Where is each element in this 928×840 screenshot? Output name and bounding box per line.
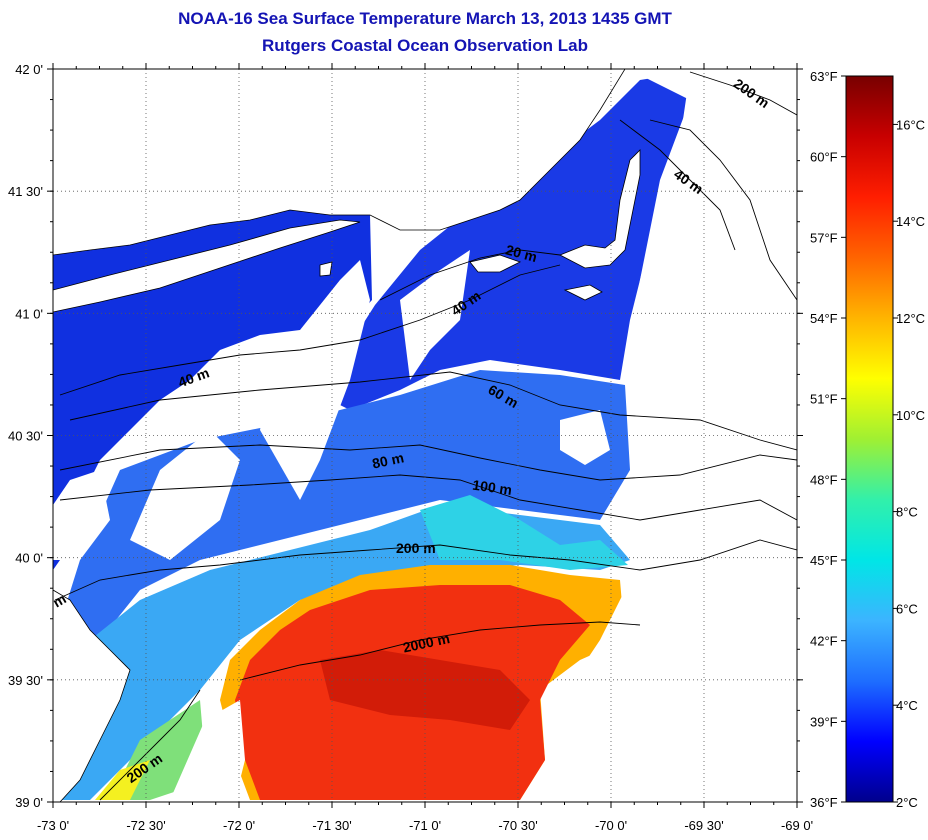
land-marthas-vineyard (469, 254, 522, 273)
contour-ne-shelf (649, 119, 797, 301)
latitude-axis: 42 0' 41 30' 41 0' 40 30' 40 0' 39 30' 39 0' (8, 62, 803, 810)
lon-tick-label: -72 30' (126, 818, 165, 833)
contour-200m-south (99, 689, 201, 801)
lon-tick-label: -70 30' (498, 818, 537, 833)
depth-label-20m: 20 m (504, 241, 539, 265)
lon-tick-label: -71 0' (409, 818, 441, 833)
contour-40m-east (619, 119, 736, 251)
fahrenheit-tick-label: 42°F (810, 634, 838, 649)
contour-40m-west (59, 264, 561, 396)
lon-tick-label: -70 0' (595, 818, 627, 833)
celsius-tick-label: 14°C (896, 214, 925, 229)
sst-cold-band-north (53, 210, 372, 570)
lat-tick-label: 41 30' (8, 184, 43, 199)
lat-tick-label: 42 0' (15, 62, 43, 77)
celsius-tick-label: 2°C (896, 795, 918, 810)
fahrenheit-tick-label: 63°F (810, 69, 838, 84)
land-cape-cod (559, 149, 641, 269)
contour-200m-ne (689, 71, 797, 116)
fahrenheit-tick-label: 36°F (810, 795, 838, 810)
contour-200m-shelf (54, 539, 797, 601)
lon-tick-label: -73 0' (37, 818, 69, 833)
fahrenheit-tick-label: 39°F (810, 714, 838, 729)
contour-20m (379, 249, 561, 301)
cloud-gap-1 (260, 260, 370, 500)
land-new-england (53, 69, 626, 256)
depth-label-100m: 100 m (471, 477, 513, 498)
sst-cyan (420, 495, 628, 570)
map-title: NOAA-16 Sea Surface Temperature March 13… (178, 9, 672, 28)
fahrenheit-tick-label: 57°F (810, 230, 838, 245)
fahrenheit-tick-label: 48°F (810, 472, 838, 487)
fahrenheit-tick-label: 45°F (810, 553, 838, 568)
lon-tick-label: -69 0' (781, 818, 813, 833)
land-nantucket (563, 284, 603, 301)
land-new-jersey (53, 589, 131, 802)
colorbar-fahrenheit-axis: 63°F 60°F 57°F 54°F 51°F 48°F 45°F 42°F 39°F 36°F (810, 69, 846, 810)
longitude-axis: -73 0' -72 30' -72 0' -71 30' -71 0' -70 30' -… (37, 63, 813, 833)
cloud-gap-5 (560, 410, 610, 465)
fahrenheit-tick-label: 60°F (810, 150, 838, 165)
sst-data-layer (53, 69, 797, 802)
contour-2000m (239, 621, 641, 681)
celsius-tick-label: 8°C (896, 505, 918, 520)
celsius-tick-label: 16°C (896, 117, 925, 132)
celsius-tick-label: 4°C (896, 698, 918, 713)
fahrenheit-tick-label: 51°F (810, 392, 838, 407)
cloud-gap-2 (130, 430, 240, 560)
lat-tick-label: 40 30' (8, 429, 43, 444)
fahrenheit-tick-label: 54°F (810, 311, 838, 326)
bathymetry-contours (54, 71, 797, 801)
celsius-tick-label: 12°C (896, 311, 925, 326)
contour-100m (59, 474, 797, 521)
lat-tick-label: 39 30' (8, 673, 43, 688)
cloud-gap-east (545, 70, 797, 802)
sst-light-blue (55, 505, 630, 800)
land-block-island (319, 261, 333, 277)
graticule (53, 69, 797, 802)
lat-tick-label: 40 0' (15, 551, 43, 566)
lat-tick-label: 39 0' (15, 795, 43, 810)
lon-tick-label: -71 30' (312, 818, 351, 833)
map-subtitle: Rutgers Coastal Ocean Observation Lab (262, 36, 588, 55)
depth-label-200m-shelf: 200 m (396, 540, 436, 556)
celsius-tick-label: 6°C (896, 601, 918, 616)
contour-60m (69, 371, 797, 451)
lon-tick-label: -72 0' (223, 818, 255, 833)
lon-tick-label: -69 30' (684, 818, 723, 833)
cloud-gap-6 (170, 700, 245, 800)
cloud-gap-3 (400, 250, 470, 380)
colorbar (845, 75, 894, 803)
cloud-gap-4 (53, 470, 110, 560)
celsius-tick-label: 10°C (896, 408, 925, 423)
lat-tick-label: 41 0' (15, 306, 43, 321)
colorbar-celsius-axis: 16°C 14°C 12°C 10°C 8°C 6°C 4°C 2°C (893, 117, 925, 810)
depth-label-80m: 80 m (371, 449, 406, 471)
sst-yellow-patch (95, 760, 150, 800)
contour-80m (59, 444, 797, 481)
land-long-island (53, 219, 361, 313)
